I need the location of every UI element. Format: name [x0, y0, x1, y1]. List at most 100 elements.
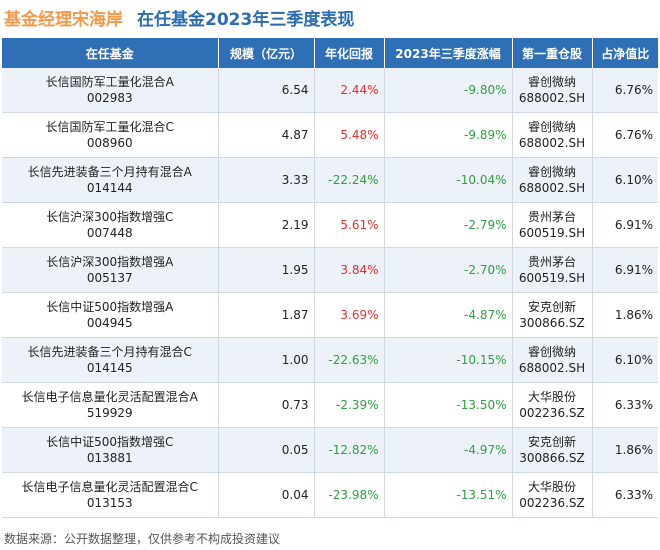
table-row: 长信国防军工量化混合A 002983 6.54 2.44% -9.80% 睿创微纳 6880…	[2, 68, 658, 113]
nav-ratio-cell: 6.76%	[592, 68, 658, 113]
fund-table-wrapper: 在任基金 规模（亿元） 年化回报 2023年三季度涨幅 第一重仓股 占净值比 长…	[2, 38, 658, 518]
page-title: 在任基金2023年三季度表现	[137, 9, 355, 30]
fund-code: 008960	[86, 136, 133, 150]
table-row: 长信电子信息量化灵活配置混合A 519929 0.73 -2.39% -13.50% 大华…	[2, 382, 658, 428]
nav-ratio-cell: 6.33%	[592, 472, 658, 518]
fund-name: 长信电子信息量化灵活配置混合C	[21, 480, 198, 494]
stock-code: 600519.SH	[518, 271, 586, 285]
fund-code: 005137	[86, 271, 133, 285]
scale-cell: 0.04	[218, 472, 315, 518]
fund-name: 长信先进装备三个月持有混合A	[27, 165, 192, 179]
stock-name: 睿创微纳	[527, 120, 576, 134]
fund-name: 长信国防军工量化混合A	[45, 75, 174, 89]
nav-ratio-cell: 6.10%	[592, 157, 658, 203]
annual-return-cell: 5.61%	[314, 202, 385, 248]
stock-name: 睿创微纳	[527, 345, 576, 359]
top-holding-cell: 睿创微纳 688002.SH	[512, 157, 593, 203]
scale-cell: 3.33	[218, 157, 315, 203]
fund-code: 014145	[86, 361, 133, 375]
q3-change-cell: -9.80%	[384, 68, 513, 113]
table-row: 长信电子信息量化灵活配置混合C 013153 0.04 -23.98% -13.51% 大…	[2, 472, 658, 518]
header-q3-change: 2023年三季度涨幅	[384, 38, 513, 68]
stock-name: 贵州茅台	[527, 210, 576, 224]
fund-cell: 长信先进装备三个月持有混合C 014145	[2, 337, 219, 383]
fund-code: 007448	[86, 226, 133, 240]
fund-code: 002983	[86, 91, 133, 105]
stock-name: 大华股份	[527, 480, 576, 494]
scale-cell: 2.19	[218, 202, 315, 248]
fund-code: 004945	[86, 316, 133, 330]
fund-name: 长信中证500指数增强C	[46, 435, 174, 449]
annual-return-cell: 3.69%	[314, 292, 385, 338]
fund-name: 长信电子信息量化灵活配置混合A	[21, 390, 198, 404]
fund-name: 长信沪深300指数增强C	[46, 210, 174, 224]
header-scale: 规模（亿元）	[218, 38, 315, 68]
annual-return-cell: -23.98%	[314, 472, 385, 518]
q3-change-cell: -10.15%	[384, 337, 513, 383]
stock-code: 600519.SH	[518, 226, 586, 240]
header-top-holding: 第一重仓股	[512, 38, 593, 68]
table-row: 长信国防军工量化混合C 008960 4.87 5.48% -9.89% 睿创微纳 6880…	[2, 112, 658, 158]
top-holding-cell: 安克创新 300866.SZ	[512, 427, 593, 473]
top-holding-cell: 大华股份 002236.SZ	[512, 382, 593, 428]
annual-return-cell: 3.84%	[314, 247, 385, 293]
stock-name: 睿创微纳	[527, 165, 576, 179]
header-annual-return: 年化回报	[314, 38, 385, 68]
top-holding-cell: 睿创微纳 688002.SH	[512, 112, 593, 158]
fund-cell: 长信中证500指数增强C 013881	[2, 427, 219, 473]
data-source-note: 数据来源：公开数据整理，仅供参考不构成投资建议	[4, 532, 281, 546]
scale-cell: 4.87	[218, 112, 315, 158]
annual-return-cell: 2.44%	[314, 68, 385, 113]
fund-cell: 长信先进装备三个月持有混合A 014144	[2, 157, 219, 203]
nav-ratio-cell: 1.86%	[592, 292, 658, 338]
stock-code: 688002.SH	[518, 136, 586, 150]
top-holding-cell: 贵州茅台 600519.SH	[512, 247, 593, 293]
fund-cell: 长信国防军工量化混合C 008960	[2, 112, 219, 158]
fund-cell: 长信国防军工量化混合A 002983	[2, 68, 219, 113]
top-holding-cell: 安克创新 300866.SZ	[512, 292, 593, 338]
nav-ratio-cell: 6.10%	[592, 337, 658, 383]
q3-change-cell: -4.97%	[384, 427, 513, 473]
top-holding-cell: 睿创微纳 688002.SH	[512, 68, 593, 113]
q3-change-cell: -10.04%	[384, 157, 513, 203]
annual-return-cell: -22.24%	[314, 157, 385, 203]
header-nav-ratio: 占净值比	[592, 38, 658, 68]
scale-cell: 1.95	[218, 247, 315, 293]
table-row: 长信中证500指数增强C 013881 0.05 -12.82% -4.97% 安克创新 3…	[2, 427, 658, 473]
q3-change-cell: -4.87%	[384, 292, 513, 338]
stock-code: 688002.SH	[518, 361, 586, 375]
table-row: 长信中证500指数增强A 004945 1.87 3.69% -4.87% 安克创新 300…	[2, 292, 658, 338]
annual-return-cell: -2.39%	[314, 382, 385, 428]
fund-cell: 长信沪深300指数增强C 007448	[2, 202, 219, 248]
annual-return-cell: -22.63%	[314, 337, 385, 383]
stock-code: 688002.SH	[518, 181, 586, 195]
scale-cell: 6.54	[218, 68, 315, 113]
fund-cell: 长信沪深300指数增强A 005137	[2, 247, 219, 293]
stock-code: 002236.SZ	[519, 406, 585, 420]
table-row: 长信先进装备三个月持有混合A 014144 3.33 -22.24% -10.04% 睿创…	[2, 157, 658, 203]
stock-name: 安克创新	[527, 435, 576, 449]
stock-name: 睿创微纳	[527, 75, 576, 89]
fund-cell: 长信中证500指数增强A 004945	[2, 292, 219, 338]
stock-code: 300866.SZ	[519, 316, 585, 330]
top-holding-cell: 贵州茅台 600519.SH	[512, 202, 593, 248]
q3-change-cell: -2.79%	[384, 202, 513, 248]
fund-name: 长信沪深300指数增强A	[46, 255, 174, 269]
nav-ratio-cell: 6.76%	[592, 112, 658, 158]
table-row: 长信沪深300指数增强A 005137 1.95 3.84% -2.70% 贵州茅台 600…	[2, 247, 658, 293]
stock-name: 安克创新	[527, 300, 576, 314]
stock-code: 300866.SZ	[519, 451, 585, 465]
table-header-row: 在任基金 规模（亿元） 年化回报 2023年三季度涨幅 第一重仓股 占净值比	[2, 38, 658, 68]
fund-code: 519929	[86, 406, 133, 420]
fund-name: 长信中证500指数增强A	[46, 300, 174, 314]
scale-cell: 1.87	[218, 292, 315, 338]
fund-cell: 长信电子信息量化灵活配置混合C 013153	[2, 472, 219, 518]
title-bar: 基金经理宋海岸 在任基金2023年三季度表现	[4, 2, 354, 32]
annual-return-cell: -12.82%	[314, 427, 385, 473]
header-fund: 在任基金	[2, 38, 219, 68]
nav-ratio-cell: 6.91%	[592, 247, 658, 293]
table-row: 长信沪深300指数增强C 007448 2.19 5.61% -2.79% 贵州茅台 600…	[2, 202, 658, 248]
fund-name: 长信先进装备三个月持有混合C	[27, 345, 192, 359]
q3-change-cell: -9.89%	[384, 112, 513, 158]
scale-cell: 1.00	[218, 337, 315, 383]
